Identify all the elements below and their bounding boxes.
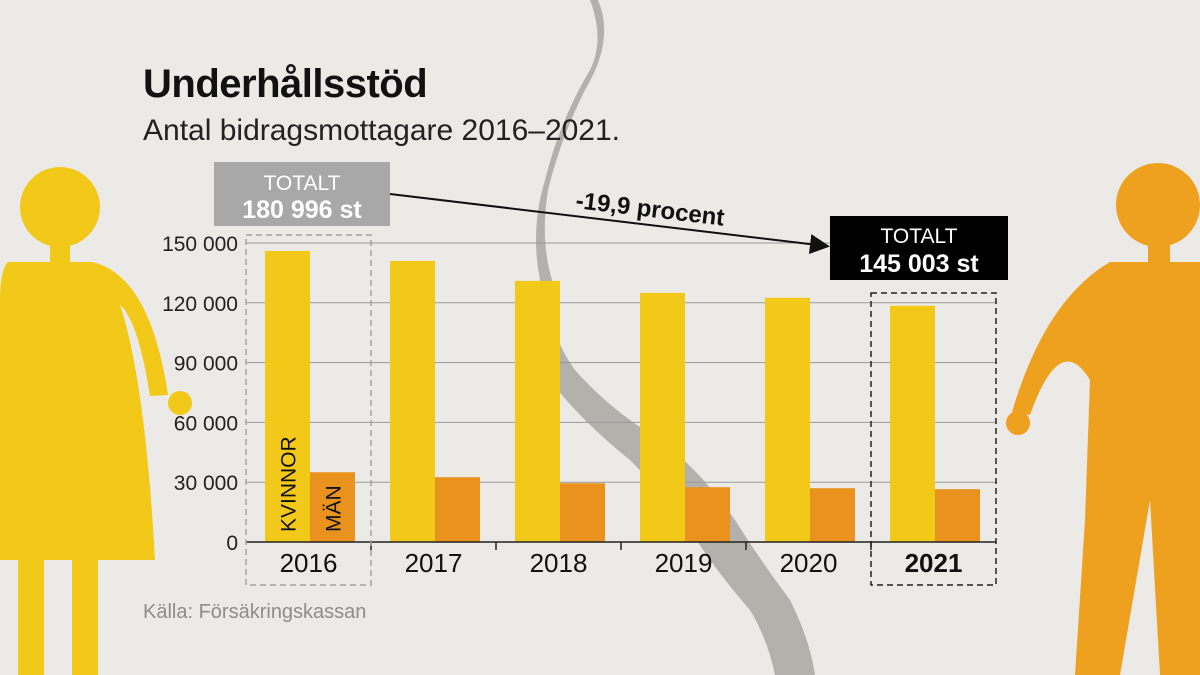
torn-paper-crack	[536, 0, 815, 675]
x-tick-label: 2017	[405, 548, 463, 578]
highlight-frame-last-year	[870, 292, 997, 586]
chart-subtitle: Antal bidragsmottagare 2016–2021.	[143, 114, 621, 147]
bar-men-2019	[685, 487, 730, 542]
callout-end-box	[830, 216, 1008, 280]
bar-men-2021	[935, 489, 980, 542]
y-tick-label: 0	[226, 532, 238, 555]
man-figure-icon	[1006, 163, 1200, 675]
y-tick-label: 60 000	[174, 412, 238, 435]
x-tick-label: 2021	[905, 548, 963, 578]
bar-women-2017	[390, 260, 435, 542]
bar-women-2019	[640, 292, 685, 542]
callout-start-value: 180 996 st	[242, 196, 362, 224]
callout-start-box	[214, 162, 390, 226]
callout-end-label: TOTALT	[880, 225, 957, 248]
bar-women-2020	[765, 297, 810, 542]
y-tick-label: 150 000	[162, 233, 238, 256]
callout-start-label: TOTALT	[263, 172, 340, 195]
y-tick-label: 120 000	[162, 293, 238, 316]
x-tick-label: 2019	[655, 548, 713, 578]
bar-women-2021	[890, 305, 935, 542]
x-tick-label: 2018	[530, 548, 588, 578]
bar-men-2020	[810, 488, 855, 542]
bar-women-2016	[265, 250, 310, 542]
bar-women-2018	[515, 280, 560, 542]
callout-end-value: 145 003 st	[859, 250, 979, 278]
source-note: Källa: Försäkringskassan	[143, 601, 367, 623]
change-arrow	[389, 193, 830, 255]
x-tick-label: 2016	[280, 548, 338, 578]
bar-men-2016	[310, 472, 355, 542]
highlight-frame-first-year	[245, 234, 372, 586]
bar-men-2018	[560, 483, 605, 542]
x-tick-label: 2020	[780, 548, 838, 578]
y-tick-label: 30 000	[174, 472, 238, 495]
legend-label-men: MÄN	[323, 485, 346, 532]
chart-title: Underhållsstöd	[143, 62, 428, 106]
y-tick-label: 90 000	[174, 353, 238, 376]
bar-men-2017	[435, 477, 480, 542]
woman-figure-icon	[0, 167, 192, 675]
legend-label-women: KVINNOR	[278, 436, 301, 532]
